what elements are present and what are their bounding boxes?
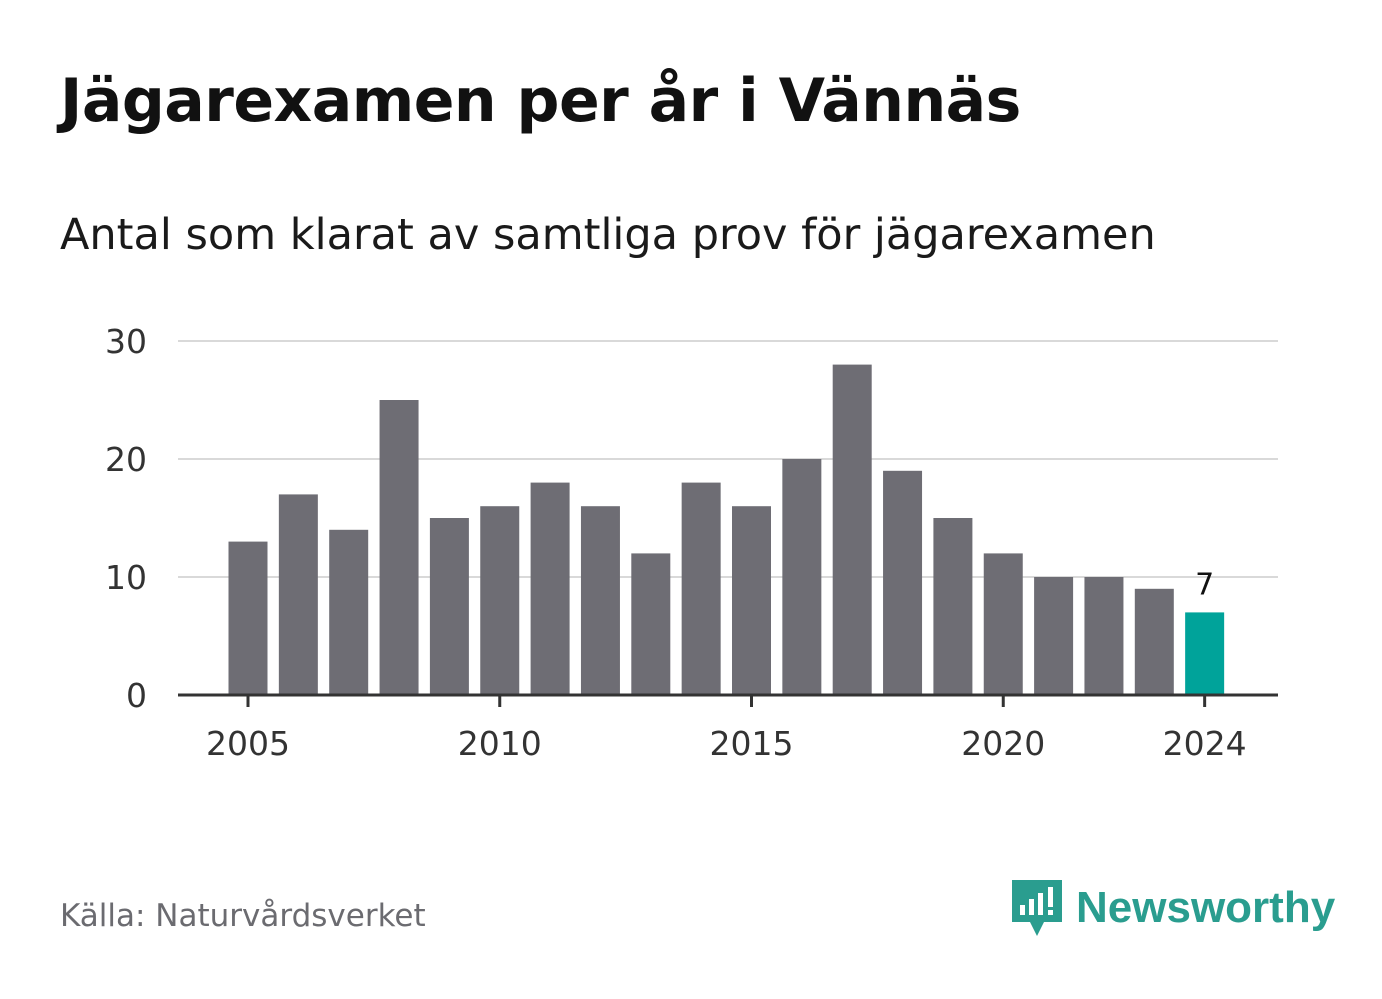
bar <box>1084 577 1124 695</box>
x-tick-label: 2015 <box>710 724 794 763</box>
bar <box>983 553 1023 695</box>
chart-title: Jägarexamen per år i Vännäs <box>60 66 1021 136</box>
bar <box>429 518 469 695</box>
bar <box>1034 577 1074 695</box>
bar <box>832 364 872 695</box>
bar <box>883 470 923 695</box>
x-tick-label: 2024 <box>1163 724 1247 763</box>
bar-highlight <box>1185 612 1225 695</box>
bar <box>329 529 369 695</box>
bar <box>681 482 721 695</box>
bar <box>228 541 268 695</box>
bar <box>480 506 520 695</box>
bar <box>1134 588 1174 695</box>
newsworthy-logo-icon <box>1012 880 1062 936</box>
x-tick-label: 2020 <box>961 724 1045 763</box>
x-tick-label: 2005 <box>206 724 290 763</box>
bar <box>379 400 419 695</box>
bar <box>631 553 671 695</box>
bar <box>580 506 620 695</box>
y-tick-label: 0 <box>126 676 147 715</box>
y-tick-label: 10 <box>105 558 147 597</box>
bar <box>530 482 570 695</box>
x-tick-label: 2010 <box>458 724 542 763</box>
source-note: Källa: Naturvårdsverket <box>60 898 426 934</box>
y-tick-label: 20 <box>105 440 147 479</box>
data-label: 7 <box>1195 567 1214 602</box>
y-tick-label: 30 <box>105 322 147 361</box>
brand-name: Newsworthy <box>1076 883 1336 932</box>
bar <box>278 494 318 695</box>
bar <box>782 459 822 695</box>
bar <box>732 506 771 695</box>
bar <box>933 518 973 695</box>
brand-logo[interactable]: Newsworthy <box>1010 878 1335 938</box>
chart-subtitle: Antal som klarat av samtliga prov för jä… <box>60 210 1156 260</box>
